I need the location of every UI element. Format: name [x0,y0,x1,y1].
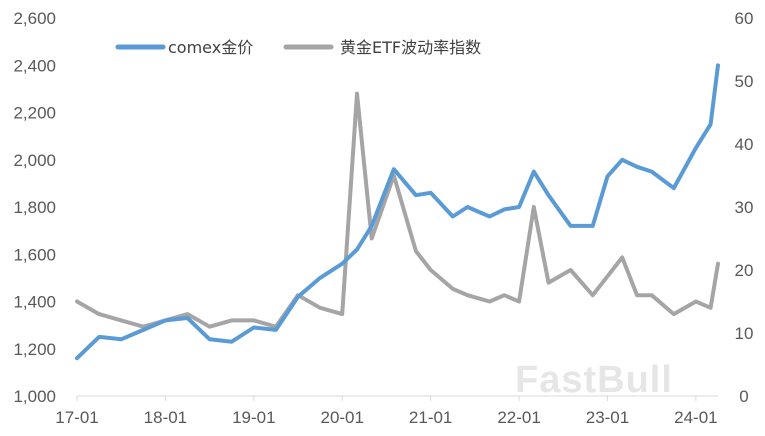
left-tick-label: 1,400 [13,293,56,312]
left-tick-label: 2,400 [13,56,56,75]
x-tick-label: 21-01 [409,408,452,427]
x-tick-label: 18-01 [144,408,187,427]
watermark: FastBull [515,359,673,401]
right-tick-label: 10 [735,324,754,343]
left-tick-label: 2,000 [13,151,56,170]
left-tick-label: 2,200 [13,104,56,123]
legend: comex金价 黄金ETF波动率指数 [115,38,481,57]
right-tick-label: 60 [735,9,754,28]
left-tick-label: 1,800 [13,198,56,217]
series-line-0 [75,63,720,361]
left-axis: 1,000 1,200 1,400 1,600 1,800 2,000 2,200 2,400… [13,9,56,406]
left-tick-label: 1,200 [13,340,56,359]
right-tick-label: 30 [735,198,754,217]
legend-label: comex金价 [168,38,253,57]
right-axis: 0 10 20 30 40 50 60 [735,9,754,406]
right-tick-label: 50 [735,72,754,91]
x-tick-label: 23-01 [586,408,629,427]
x-tick-label: 19-01 [232,408,275,427]
x-tick-label: 22-01 [497,408,540,427]
x-tick-label: 17-01 [55,408,98,427]
left-tick-label: 1,000 [13,387,56,406]
left-tick-label: 1,600 [13,245,56,264]
plot-area [75,63,720,361]
right-tick-label: 20 [735,261,754,280]
x-tick-label: 24-01 [674,408,717,427]
right-tick-label: 40 [735,135,754,154]
legend-label: 黄金ETF波动率指数 [340,38,481,57]
x-axis: 17-01 18-01 19-01 20-01 21-01 22-01 23-01 24-01 [55,396,718,427]
series-line-1 [75,91,720,329]
left-tick-label: 2,600 [13,9,56,28]
right-tick-label: 0 [739,387,748,406]
x-tick-label: 20-01 [320,408,363,427]
